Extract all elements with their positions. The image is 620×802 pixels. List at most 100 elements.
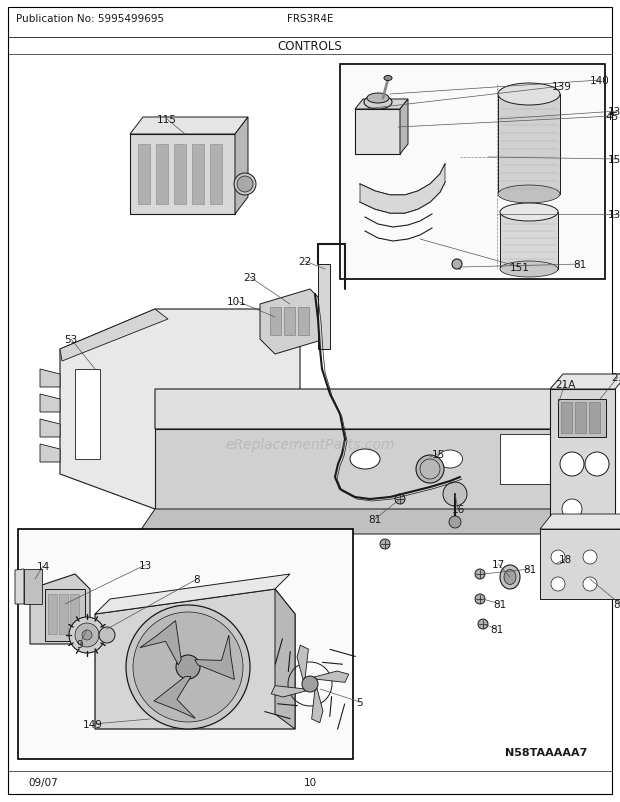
Circle shape bbox=[551, 550, 565, 565]
Ellipse shape bbox=[367, 94, 389, 104]
Text: 14: 14 bbox=[37, 561, 50, 571]
Bar bbox=[558, 399, 606, 437]
Text: 81: 81 bbox=[368, 514, 382, 525]
Text: 137: 137 bbox=[608, 107, 620, 117]
Polygon shape bbox=[95, 589, 295, 729]
Bar bbox=[138, 145, 150, 205]
Ellipse shape bbox=[438, 451, 463, 468]
Text: 8: 8 bbox=[193, 574, 200, 585]
Polygon shape bbox=[140, 621, 181, 665]
Bar bbox=[210, 145, 222, 205]
Circle shape bbox=[443, 482, 467, 506]
Ellipse shape bbox=[500, 261, 558, 277]
Text: 81: 81 bbox=[574, 260, 587, 269]
Ellipse shape bbox=[234, 174, 256, 196]
Bar bbox=[59, 594, 68, 634]
Text: 140: 140 bbox=[590, 76, 610, 86]
Circle shape bbox=[475, 569, 485, 579]
Polygon shape bbox=[297, 646, 308, 680]
Bar bbox=[589, 403, 600, 433]
Polygon shape bbox=[540, 529, 620, 599]
Bar bbox=[340, 65, 605, 280]
Text: 81: 81 bbox=[613, 599, 620, 610]
Text: 09/07: 09/07 bbox=[28, 777, 58, 787]
Text: 151: 151 bbox=[510, 263, 530, 273]
Text: 81: 81 bbox=[523, 565, 537, 574]
Polygon shape bbox=[40, 419, 60, 437]
Text: Publication No: 5995499695: Publication No: 5995499695 bbox=[16, 14, 164, 24]
Polygon shape bbox=[155, 390, 590, 429]
Text: N58TAAAAA7: N58TAAAAA7 bbox=[505, 747, 587, 757]
Text: 9: 9 bbox=[77, 639, 83, 649]
Ellipse shape bbox=[549, 569, 561, 585]
Text: 18: 18 bbox=[559, 554, 572, 565]
Bar bbox=[318, 265, 330, 350]
Ellipse shape bbox=[596, 561, 604, 567]
Text: 138: 138 bbox=[608, 210, 620, 220]
Polygon shape bbox=[95, 574, 290, 614]
Polygon shape bbox=[400, 100, 408, 155]
Circle shape bbox=[551, 577, 565, 591]
Text: 53: 53 bbox=[64, 334, 78, 345]
Circle shape bbox=[302, 676, 318, 692]
Bar bbox=[75, 370, 100, 460]
Ellipse shape bbox=[384, 76, 392, 81]
Circle shape bbox=[475, 594, 485, 604]
Text: eReplacementParts.com: eReplacementParts.com bbox=[225, 437, 395, 452]
Polygon shape bbox=[154, 677, 195, 719]
Text: CONTROLS: CONTROLS bbox=[278, 40, 342, 53]
Text: 81: 81 bbox=[494, 599, 507, 610]
Bar bbox=[575, 403, 586, 433]
Circle shape bbox=[452, 260, 462, 269]
Bar bbox=[500, 435, 560, 484]
Bar bbox=[70, 594, 79, 634]
Circle shape bbox=[126, 606, 250, 729]
Polygon shape bbox=[550, 390, 615, 539]
Circle shape bbox=[133, 612, 243, 722]
Circle shape bbox=[69, 618, 105, 653]
Circle shape bbox=[416, 456, 444, 484]
Polygon shape bbox=[30, 574, 90, 644]
Polygon shape bbox=[130, 118, 248, 135]
Text: 16: 16 bbox=[451, 504, 464, 514]
Polygon shape bbox=[130, 135, 235, 215]
Text: 149: 149 bbox=[83, 719, 103, 729]
Circle shape bbox=[82, 630, 92, 640]
Text: 139: 139 bbox=[552, 82, 572, 92]
Polygon shape bbox=[260, 290, 325, 354]
Text: 81: 81 bbox=[490, 624, 503, 634]
Text: FRS3R4E: FRS3R4E bbox=[286, 14, 333, 24]
Ellipse shape bbox=[500, 204, 558, 221]
Text: 101: 101 bbox=[227, 297, 247, 306]
Ellipse shape bbox=[504, 569, 516, 585]
Circle shape bbox=[449, 516, 461, 529]
Polygon shape bbox=[155, 429, 590, 509]
Polygon shape bbox=[314, 671, 349, 683]
Bar bbox=[192, 145, 204, 205]
Bar bbox=[500, 213, 558, 269]
Ellipse shape bbox=[237, 176, 253, 192]
Polygon shape bbox=[360, 164, 445, 214]
Polygon shape bbox=[275, 589, 295, 729]
Circle shape bbox=[562, 500, 582, 520]
Ellipse shape bbox=[350, 449, 380, 469]
Text: 13: 13 bbox=[138, 561, 152, 570]
Polygon shape bbox=[540, 514, 620, 529]
Polygon shape bbox=[235, 118, 248, 215]
Bar bbox=[24, 569, 42, 604]
Text: 5: 5 bbox=[356, 697, 363, 707]
Text: 23: 23 bbox=[244, 273, 257, 282]
Circle shape bbox=[176, 655, 200, 679]
Text: 10: 10 bbox=[303, 777, 317, 787]
Ellipse shape bbox=[500, 565, 520, 589]
Bar bbox=[298, 308, 309, 335]
Bar bbox=[156, 145, 168, 205]
Polygon shape bbox=[355, 110, 400, 155]
Circle shape bbox=[75, 623, 99, 647]
Bar bbox=[498, 95, 560, 195]
Circle shape bbox=[380, 539, 390, 549]
Text: 21A: 21A bbox=[555, 379, 575, 390]
Ellipse shape bbox=[545, 565, 565, 589]
Text: 15: 15 bbox=[432, 449, 445, 460]
Circle shape bbox=[99, 627, 115, 643]
